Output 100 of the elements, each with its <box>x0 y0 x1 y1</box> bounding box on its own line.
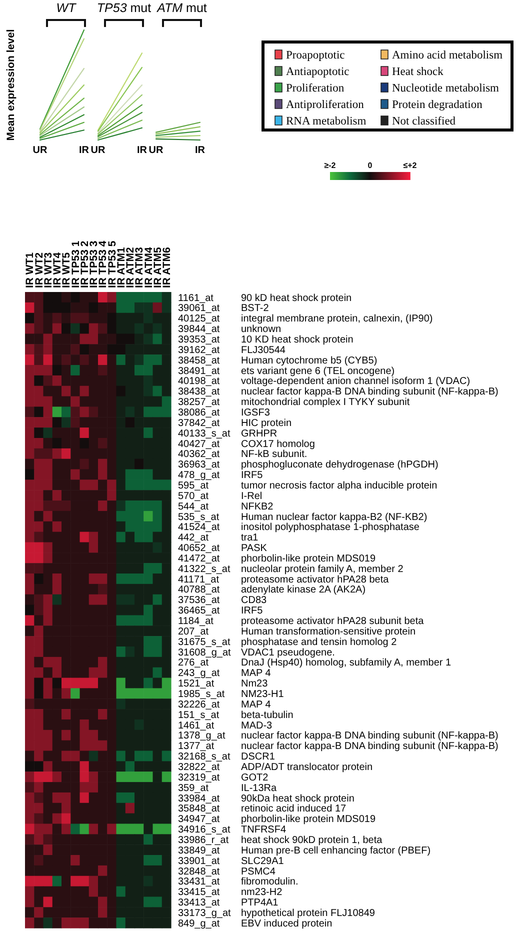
y2-tick-label: DnaJ (Hsp40) homolog, subfamily A, member 1 <box>241 658 452 669</box>
y2-tick-label: EBV induced protein <box>241 918 332 930</box>
y2-tick-label: phorbolin-like protein MDS019 <box>241 814 376 826</box>
y-tick-label: 38458_at <box>178 355 220 366</box>
y2-tick-label: Human cytochrome b5 (CYB5) <box>241 355 378 366</box>
y2-tick-label: heat shock 90kD protein 1, beta <box>241 834 383 846</box>
text: ATM mut <box>156 1 208 15</box>
y-tick-label: 40198_at <box>178 376 220 388</box>
y-tick-label: 544_at <box>178 501 209 512</box>
y2-tick-label: integral membrane protein, calnexin, (IP90) <box>241 314 433 325</box>
y-tick-label: 36465_at <box>178 606 220 617</box>
y-tick-label: 37842_at <box>178 418 220 429</box>
y2-tick-label: tra1 <box>241 532 259 544</box>
y-tick-label: 1461_at <box>178 720 214 732</box>
y-tick-label: 1377_at <box>178 741 214 752</box>
y2-tick-label: hypothetical protein FLJ10849 <box>241 908 376 919</box>
y-tick-label: 442_at <box>178 532 209 544</box>
y-tick-label: 33849_at <box>178 845 220 856</box>
y-tick-label: 40362_at <box>178 449 220 460</box>
y2-tick-label: TNFRSF4 <box>241 824 286 836</box>
y2-tick-label: HIC protein <box>241 418 292 429</box>
y-tick-label: 33984_at <box>178 793 220 804</box>
y2-tick-label: NF-kB subunit. <box>241 449 308 460</box>
y-tick-label: 1985_s_at <box>178 689 225 700</box>
y2-tick-label: PASK <box>241 543 268 554</box>
y2-tick-label: voltage-dependent anion channel isoform 1 (VDAC) <box>241 376 470 388</box>
y-tick-label: 40133_s_at <box>178 428 230 440</box>
y-tick-label: 40788_at <box>178 584 220 596</box>
y2-tick-label: COX17 homolog <box>241 438 315 450</box>
y2-tick-label: MAD-3 <box>241 720 273 732</box>
y2-tick-label: GOT2 <box>241 772 269 784</box>
y2-tick-label: proteasome activator hPA28 subunit beta <box>241 616 424 628</box>
y2-tick-label: PTP4A1 <box>241 898 279 909</box>
y2-tick-label: nucleolar protein family A, member 2 <box>241 564 404 575</box>
y-tick-label: 849_g_at <box>178 918 220 930</box>
category-label: Protein degradation <box>392 99 483 111</box>
y2-tick-label: MAP 4 <box>241 699 272 710</box>
y-tick-label: 151_s_at <box>178 710 220 721</box>
y2-tick-label: Human nuclear factor kappa-B2 (NF-KB2) <box>241 512 428 523</box>
y-tick-label: 32848_at <box>178 866 220 878</box>
y-tick-label: 38438_at <box>178 386 220 398</box>
y2-tick-label: nuclear factor kappa-B DNA binding subunit (NF-kappa-B) <box>241 741 498 752</box>
y-tick-label: 38491_at <box>178 366 220 377</box>
y2-tick-label: NFKB2 <box>241 501 274 512</box>
y-tick-label: 40427_at <box>178 438 220 450</box>
y-tick-label: 41171_at <box>178 574 220 586</box>
y-tick-label: 33431_at <box>178 876 220 888</box>
y2-tick-label: BST-2 <box>241 303 270 314</box>
y-tick-label: 359_at <box>178 782 209 794</box>
y2-tick-label: Human transformation-sensitive protein <box>241 626 416 638</box>
category-label: Proapoptotic <box>286 50 345 62</box>
y2-tick-label: phorbolin-like protein MDS019 <box>241 553 376 564</box>
y-axis-title: Mean expression level <box>5 29 17 141</box>
y-tick-label: 37536_at <box>178 595 220 606</box>
y2-tick-label: nm23-H2 <box>241 887 283 898</box>
y-tick-label: 35848_at <box>178 804 220 815</box>
y-tick-label: 38086_at <box>178 408 220 418</box>
y2-tick-label: IL-13Ra <box>241 782 278 794</box>
y-tick-label: 1184_at <box>178 616 214 628</box>
y2-tick-label: unknown <box>241 324 282 336</box>
y2-tick-label: SLC29A1 <box>241 856 284 867</box>
y2-tick-label: phosphatase and tensin homolog 2 <box>241 636 398 648</box>
y2-tick-label: CD83 <box>241 595 268 606</box>
category-label: Not classified <box>392 116 456 128</box>
category-label: Antiapoptotic <box>286 66 350 78</box>
y2-tick-label: Human pre-B cell enhancing factor (PBEF) <box>241 845 431 856</box>
y-tick-label: 570_at <box>178 490 209 502</box>
y2-tick-label: MAP 4 <box>241 668 272 680</box>
y2-tick-label: beta-tubulin <box>241 710 294 721</box>
y-tick-label: 31675_s_at <box>178 636 230 648</box>
y-tick-label: 40652_at <box>178 543 220 554</box>
y-tick-label: 41472_at <box>178 553 220 564</box>
y-tick-label: 243_g_at <box>178 668 220 680</box>
y2-tick-label: 10 KD heat shock protein <box>241 334 354 346</box>
y-tick-label: 41524_at <box>178 522 220 534</box>
y-tick-label: 34947_at <box>178 814 220 826</box>
y2-tick-label: Nm23 <box>241 678 268 690</box>
y2-tick-label: I-Rel <box>241 490 262 502</box>
y-tick-label: 40125_at <box>178 314 220 325</box>
y-tick-label: 535_s_at <box>178 512 220 523</box>
x-tick-label: UR <box>148 145 164 156</box>
y-tick-label: 32168_s_at <box>178 752 230 763</box>
y-tick-label: 36963_at <box>178 460 220 471</box>
x-tick-label: UR <box>90 145 106 156</box>
y2-tick-label: inositol polyphosphatase 1-phosphatase <box>241 522 420 534</box>
y2-tick-label: DSCR1 <box>241 752 276 763</box>
y2-tick-label: phosphogluconate dehydrogenase (hPGDH) <box>241 460 438 471</box>
y2-tick-label: IRF5 <box>241 470 264 482</box>
y-tick-label: 32822_at <box>178 762 220 773</box>
x-tick-label: IR ATM6 <box>161 247 174 288</box>
y-tick-label: 32319_at <box>178 772 220 784</box>
y2-tick-label: ADP/ADT translocator protein <box>241 762 373 773</box>
color-bar-label: ≥-2 <box>324 161 336 170</box>
y2-tick-label: IGSF3 <box>241 408 270 418</box>
x-tick-label: UR <box>32 145 48 156</box>
y-tick-label: 39162_at <box>178 344 220 356</box>
text: TP53 mut <box>96 1 152 15</box>
y-tick-label: 38257_at <box>178 397 220 408</box>
y2-tick-label: NM23-H1 <box>241 689 284 700</box>
y-tick-label: 595_at <box>178 480 209 492</box>
